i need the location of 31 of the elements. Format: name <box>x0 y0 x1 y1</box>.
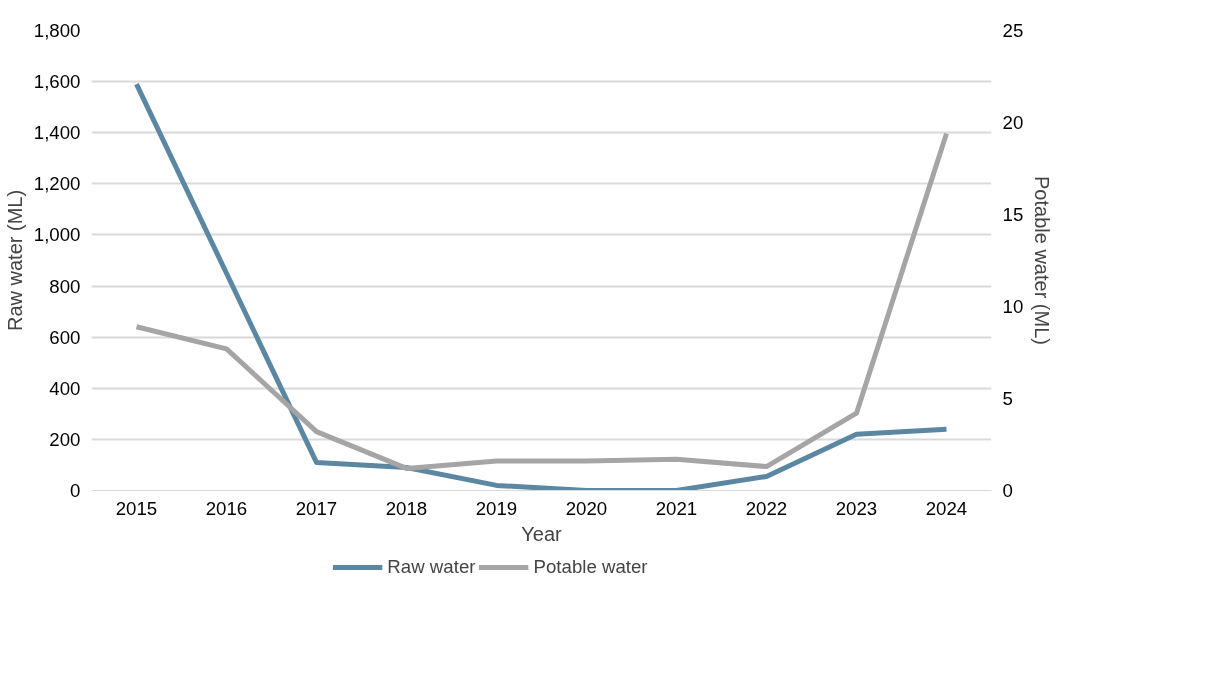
x-tick-label: 2022 <box>745 497 788 519</box>
y2-tick-label: 5 <box>1002 388 1013 409</box>
x-tick-label: 2015 <box>115 497 158 519</box>
legend-label: Raw water <box>387 556 476 578</box>
x-tick-label: 2016 <box>205 497 248 519</box>
y2-axis-title: Potable water (ML) <box>1031 176 1054 345</box>
x-tick-label: 2023 <box>835 497 878 519</box>
y-tick-label: 1,000 <box>33 224 81 246</box>
y-axis-title: Raw water (ML) <box>3 189 26 332</box>
y2-tick-label: 20 <box>1002 112 1024 133</box>
y-tick-label: 600 <box>49 326 81 348</box>
y-tick-label: 1,200 <box>33 173 81 195</box>
legend-label: Potable water <box>533 556 648 578</box>
y-tick-label: 0 <box>70 480 81 501</box>
x-tick-label: 2020 <box>565 497 608 519</box>
y-tick-label: 1,600 <box>33 71 81 93</box>
y2-tick-label: 0 <box>1002 480 1013 501</box>
y2-tick-label: 25 <box>1002 20 1024 41</box>
y-tick-label: 1,400 <box>33 122 81 144</box>
x-tick-label: 2021 <box>655 497 698 519</box>
x-tick-label: 2024 <box>925 497 968 519</box>
x-axis-title: Year <box>521 522 563 545</box>
y2-tick-label: 15 <box>1002 204 1024 225</box>
x-tick-label: 2019 <box>475 497 518 519</box>
x-tick-label: 2018 <box>385 497 428 519</box>
y-tick-label: 800 <box>49 275 81 297</box>
y-tick-label: 200 <box>49 428 81 450</box>
y-tick-label: 1,800 <box>33 20 81 41</box>
y-tick-label: 400 <box>49 377 81 399</box>
y2-tick-label: 10 <box>1002 296 1024 317</box>
x-tick-label: 2017 <box>295 497 338 519</box>
